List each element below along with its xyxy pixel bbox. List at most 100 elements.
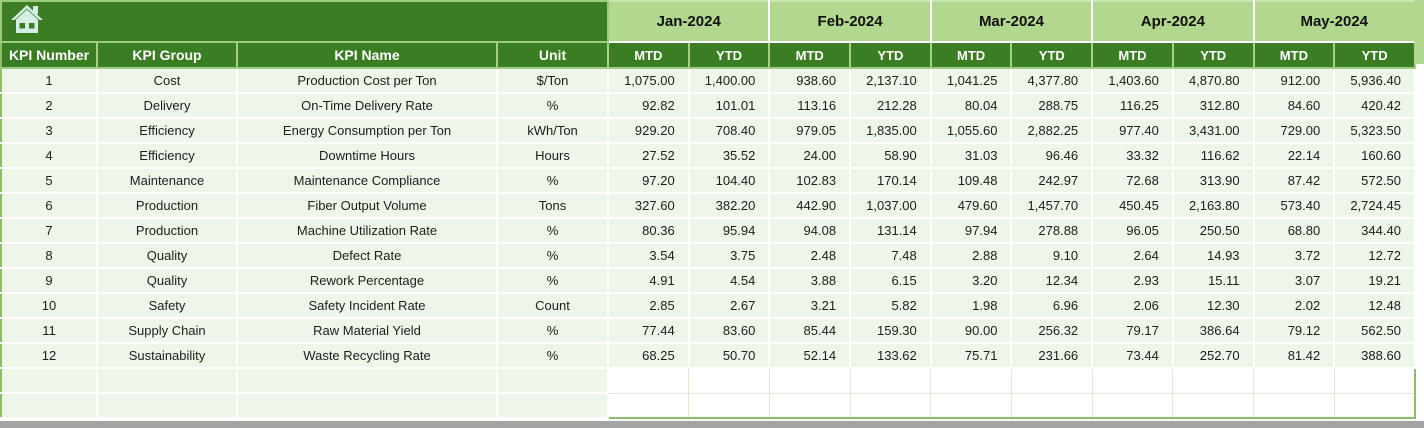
value-cell[interactable]: 2,163.80 (1172, 193, 1255, 219)
empty-cell[interactable] (1011, 393, 1093, 419)
empty-cell[interactable] (1253, 393, 1335, 419)
value-cell[interactable]: 313.90 (1172, 168, 1255, 194)
subheader-mtd[interactable]: MTD (769, 42, 852, 69)
value-cell[interactable]: 116.25 (1092, 93, 1174, 119)
kpi-group-cell[interactable]: Cost (97, 68, 238, 94)
kpi-number-cell[interactable]: 6 (1, 193, 98, 219)
value-cell[interactable]: 31.03 (930, 143, 1013, 169)
empty-cell[interactable] (1172, 368, 1255, 394)
value-cell[interactable]: 382.20 (688, 193, 771, 219)
value-cell[interactable]: 479.60 (930, 193, 1013, 219)
value-cell[interactable]: 116.62 (1172, 143, 1255, 169)
value-cell[interactable]: 1,835.00 (850, 118, 932, 144)
value-cell[interactable]: 562.50 (1334, 318, 1416, 344)
kpi-unit-cell[interactable]: Hours (497, 143, 609, 169)
value-cell[interactable]: 2.64 (1092, 243, 1174, 269)
value-cell[interactable]: 2,137.10 (850, 68, 932, 94)
kpi-unit-cell[interactable]: % (497, 218, 609, 244)
home-button[interactable] (10, 3, 48, 35)
value-cell[interactable]: 97.20 (608, 168, 690, 194)
value-cell[interactable]: 9.10 (1011, 243, 1094, 269)
empty-cell[interactable] (1092, 393, 1174, 419)
value-cell[interactable]: 5,936.40 (1334, 68, 1416, 94)
value-cell[interactable]: 35.52 (688, 143, 771, 169)
value-cell[interactable]: 73.44 (1092, 343, 1174, 369)
value-cell[interactable]: 1,055.60 (930, 118, 1013, 144)
value-cell[interactable]: 1,037.00 (850, 193, 932, 219)
kpi-group-cell[interactable]: Efficiency (97, 118, 238, 144)
value-cell[interactable]: 2.85 (608, 293, 690, 319)
value-cell[interactable]: 96.46 (1011, 143, 1094, 169)
kpi-unit-cell[interactable]: Tons (497, 193, 609, 219)
value-cell[interactable]: 7.48 (850, 243, 932, 269)
value-cell[interactable]: 19.21 (1334, 268, 1416, 294)
value-cell[interactable]: 5,323.50 (1334, 118, 1416, 144)
kpi-group-cell[interactable]: Safety (97, 293, 238, 319)
kpi-name-cell[interactable]: Energy Consumption per Ton (237, 118, 498, 144)
value-cell[interactable]: 252.70 (1172, 343, 1255, 369)
value-cell[interactable]: 2,724.45 (1334, 193, 1416, 219)
value-cell[interactable]: 572.50 (1334, 168, 1416, 194)
kpi-number-cell[interactable]: 10 (1, 293, 98, 319)
empty-cell[interactable] (930, 393, 1012, 419)
empty-cell[interactable] (1011, 368, 1093, 394)
value-cell[interactable]: 12.48 (1334, 293, 1416, 319)
value-cell[interactable]: 1.98 (930, 293, 1013, 319)
value-cell[interactable]: 15.11 (1172, 268, 1255, 294)
value-cell[interactable]: 58.90 (850, 143, 932, 169)
kpi-number-cell[interactable]: 3 (1, 118, 98, 144)
column-header-kpi-group[interactable]: KPI Group (97, 42, 238, 69)
empty-cell[interactable] (850, 368, 932, 394)
kpi-name-cell[interactable]: On-Time Delivery Rate (237, 93, 498, 119)
value-cell[interactable]: 12.34 (1011, 268, 1094, 294)
empty-cell[interactable] (1334, 393, 1416, 419)
value-cell[interactable]: 2.88 (930, 243, 1013, 269)
bottom-scrollbar[interactable] (0, 421, 1424, 428)
column-header-kpi-name[interactable]: KPI Name (237, 42, 498, 69)
value-cell[interactable]: 3,431.00 (1172, 118, 1255, 144)
value-cell[interactable]: 95.94 (688, 218, 771, 244)
subheader-ytd[interactable]: YTD (688, 42, 771, 69)
value-cell[interactable]: 4.54 (688, 268, 771, 294)
value-cell[interactable]: 160.60 (1334, 143, 1416, 169)
value-cell[interactable]: 2.02 (1253, 293, 1336, 319)
subheader-ytd[interactable]: YTD (1172, 42, 1255, 69)
empty-cell[interactable] (237, 368, 498, 394)
month-header-apr[interactable]: Apr-2024 (1092, 0, 1255, 43)
value-cell[interactable]: 133.62 (850, 343, 932, 369)
kpi-unit-cell[interactable]: % (497, 243, 609, 269)
value-cell[interactable]: 242.97 (1011, 168, 1094, 194)
subheader-mtd[interactable]: MTD (608, 42, 690, 69)
kpi-number-cell[interactable]: 1 (1, 68, 98, 94)
kpi-group-cell[interactable]: Sustainability (97, 343, 238, 369)
value-cell[interactable]: 80.36 (608, 218, 690, 244)
kpi-unit-cell[interactable]: Count (497, 293, 609, 319)
empty-cell[interactable] (1, 368, 98, 394)
value-cell[interactable]: 159.30 (850, 318, 932, 344)
value-cell[interactable]: 573.40 (1253, 193, 1336, 219)
value-cell[interactable]: 344.40 (1334, 218, 1416, 244)
kpi-group-cell[interactable]: Delivery (97, 93, 238, 119)
empty-cell[interactable] (1172, 393, 1255, 419)
value-cell[interactable]: 97.94 (930, 218, 1013, 244)
value-cell[interactable]: 50.70 (688, 343, 771, 369)
kpi-group-cell[interactable]: Quality (97, 243, 238, 269)
kpi-number-cell[interactable]: 12 (1, 343, 98, 369)
value-cell[interactable]: 12.72 (1334, 243, 1416, 269)
empty-cell[interactable] (1, 393, 98, 419)
kpi-name-cell[interactable]: Safety Incident Rate (237, 293, 498, 319)
value-cell[interactable]: 729.00 (1253, 118, 1336, 144)
value-cell[interactable]: 979.05 (769, 118, 852, 144)
value-cell[interactable]: 3.21 (769, 293, 852, 319)
column-header-unit[interactable]: Unit (497, 42, 609, 69)
value-cell[interactable]: 2.67 (688, 293, 771, 319)
value-cell[interactable]: 79.12 (1253, 318, 1336, 344)
kpi-group-cell[interactable]: Quality (97, 268, 238, 294)
value-cell[interactable]: 1,075.00 (608, 68, 690, 94)
kpi-name-cell[interactable]: Fiber Output Volume (237, 193, 498, 219)
month-header-may[interactable]: May-2024 (1253, 0, 1416, 43)
value-cell[interactable]: 96.05 (1092, 218, 1174, 244)
empty-cell[interactable] (97, 393, 238, 419)
subheader-ytd[interactable]: YTD (1334, 42, 1416, 69)
empty-cell[interactable] (930, 368, 1012, 394)
